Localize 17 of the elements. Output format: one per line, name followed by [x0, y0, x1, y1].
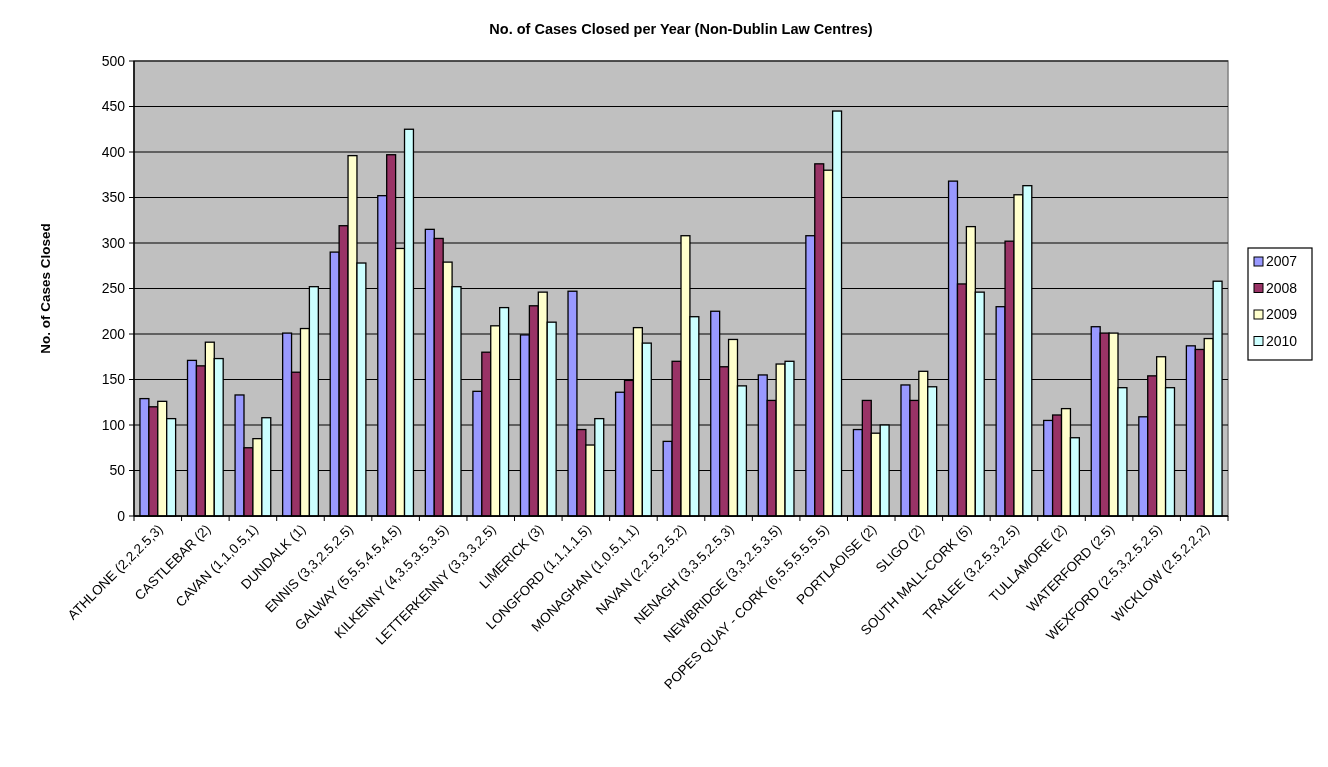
y-tick-label: 450: [101, 98, 126, 115]
legend-label: 2010: [1266, 332, 1298, 349]
y-tick-label: 300: [101, 234, 126, 251]
chart-title: No. of Cases Closed per Year (Non-Dublin Law Centres): [489, 21, 873, 37]
y-tick-label: 150: [101, 371, 126, 388]
y-tick-label: 400: [101, 143, 126, 160]
y-axis-title: No. of Cases Closed: [38, 223, 53, 354]
y-tick-label: 50: [109, 462, 126, 479]
legend-label: 2007: [1266, 253, 1298, 270]
y-tick-label: 250: [101, 280, 126, 297]
y-tick-label: 200: [101, 325, 126, 342]
legend-label: 2009: [1266, 306, 1298, 323]
y-tick-label: 100: [101, 416, 126, 433]
legend-label: 2008: [1266, 279, 1298, 296]
y-tick-label: 350: [101, 189, 126, 206]
y-tick-label: 0: [117, 507, 126, 524]
y-tick-label: 500: [101, 52, 126, 69]
